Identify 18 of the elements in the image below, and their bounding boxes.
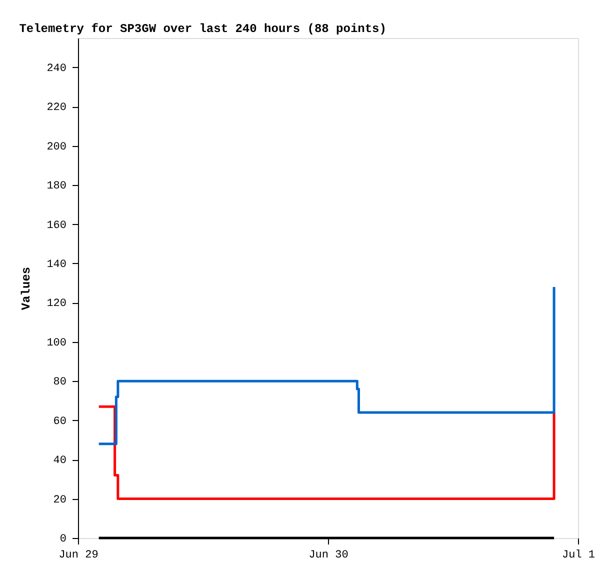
chart-title: Telemetry for SP3GW over last 240 hours (88 points) <box>19 22 386 36</box>
y-axis-title: Values <box>20 266 34 310</box>
y-tick-label: 100 <box>46 337 66 350</box>
y-tick-label: 180 <box>46 180 66 193</box>
y-tick-label: 160 <box>46 220 66 232</box>
y-tick-label: 0 <box>60 534 66 546</box>
y-tick-label: 200 <box>46 141 66 154</box>
y-tick-label: 240 <box>46 62 66 75</box>
x-tick-label: Jun 29 <box>58 550 98 562</box>
y-tick-label: 60 <box>53 416 66 428</box>
y-tick-label: 40 <box>53 455 66 468</box>
x-tick-label: Jul 1 <box>562 550 596 562</box>
y-tick-label: 220 <box>46 102 66 114</box>
y-tick-label: 20 <box>53 494 66 506</box>
y-tick-label: 140 <box>46 258 66 271</box>
y-tick-label: 80 <box>53 376 66 389</box>
y-tick-label: 120 <box>46 298 66 310</box>
x-tick-label: Jun 30 <box>308 550 348 562</box>
